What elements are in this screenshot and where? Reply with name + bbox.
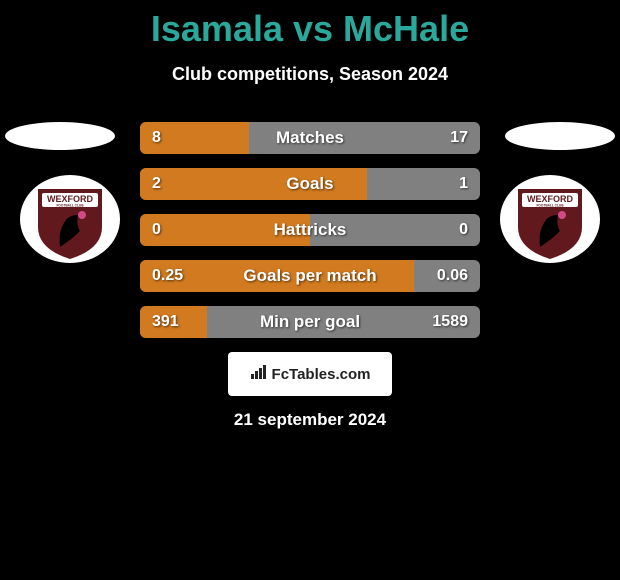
footer-logo: FcTables.com xyxy=(228,352,392,396)
player-left-photo-placeholder xyxy=(5,122,115,150)
stat-value-right: 1589 xyxy=(432,306,468,338)
stat-value-right: 17 xyxy=(450,122,468,154)
player-right-photo-placeholder xyxy=(505,122,615,150)
stat-row: 391Min per goal1589 xyxy=(140,306,480,338)
stat-row: 0.25Goals per match0.06 xyxy=(140,260,480,292)
page-subtitle: Club competitions, Season 2024 xyxy=(0,64,620,85)
stat-value-right: 0.06 xyxy=(437,260,468,292)
footer-logo-text: FcTables.com xyxy=(272,366,371,383)
stat-row: 2Goals1 xyxy=(140,168,480,200)
club-badge-right: WEXFORD FOOTBALL CLUB xyxy=(500,175,600,263)
stats-container: 8Matches17 2Goals1 0Hattricks0 0.25Goals pe… xyxy=(140,122,480,338)
page-title: Isamala vs McHale xyxy=(0,0,620,50)
club-badge-left: WEXFORD FOOTBALL CLUB xyxy=(20,175,120,263)
stat-label: Matches xyxy=(140,122,480,154)
stat-row: 8Matches17 xyxy=(140,122,480,154)
stat-label: Goals per match xyxy=(140,260,480,292)
chart-icon xyxy=(250,364,268,385)
stat-value-right: 0 xyxy=(459,214,468,246)
footer-date: 21 september 2024 xyxy=(0,410,620,430)
svg-text:WEXFORD: WEXFORD xyxy=(527,194,573,204)
stat-label: Min per goal xyxy=(140,306,480,338)
svg-text:WEXFORD: WEXFORD xyxy=(47,194,93,204)
svg-text:FOOTBALL CLUB: FOOTBALL CLUB xyxy=(56,204,84,208)
stat-label: Goals xyxy=(140,168,480,200)
stat-value-right: 1 xyxy=(459,168,468,200)
stat-row: 0Hattricks0 xyxy=(140,214,480,246)
stat-label: Hattricks xyxy=(140,214,480,246)
svg-text:FOOTBALL CLUB: FOOTBALL CLUB xyxy=(536,204,564,208)
